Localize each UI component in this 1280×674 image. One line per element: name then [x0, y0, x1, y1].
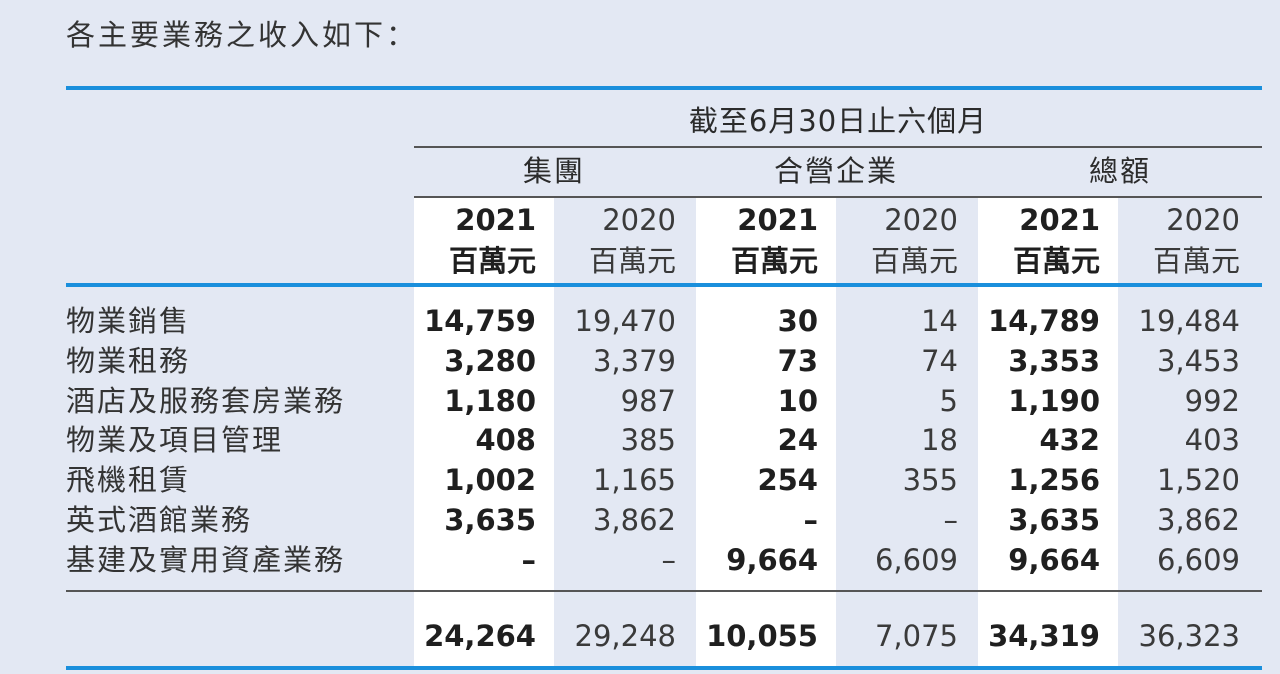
total-cell: 7,075: [874, 619, 958, 653]
unit-header: 百萬元: [1152, 244, 1240, 278]
table-cell: 3,635: [444, 503, 536, 537]
table-cell: 14,789: [988, 304, 1100, 338]
table-cell: 18: [921, 423, 958, 457]
total-cell: 36,323: [1138, 619, 1240, 653]
row-label: 物業銷售: [66, 304, 191, 338]
table-cell: 408: [475, 423, 536, 457]
row-label: 飛機租賃: [66, 463, 191, 497]
top-rule: [66, 86, 1262, 90]
table-cell: 19,484: [1138, 304, 1240, 338]
table-cell: 6,609: [874, 543, 958, 577]
row-label: 物業租務: [66, 344, 191, 378]
table-cell: 3,862: [592, 503, 676, 537]
table-cell: 1,190: [1008, 384, 1100, 418]
unit-header: 百萬元: [730, 244, 818, 278]
unit-header: 百萬元: [870, 244, 958, 278]
table-cell: 3,280: [444, 344, 536, 378]
table-cell: 30: [777, 304, 818, 338]
unit-header: 百萬元: [588, 244, 676, 278]
row-label: 酒店及服務套房業務: [66, 384, 346, 418]
total-cell: 29,248: [574, 619, 676, 653]
table-cell: 355: [902, 463, 958, 497]
table-cell: 1,165: [592, 463, 676, 497]
table-cell: 14: [921, 304, 958, 338]
table-cell: 3,353: [1008, 344, 1100, 378]
total-rule: [66, 590, 1262, 592]
table-cell: 9,664: [726, 543, 818, 577]
table-cell: 1,520: [1156, 463, 1240, 497]
header-rule: [66, 283, 1262, 287]
col-bg-group-2021: [414, 198, 554, 668]
table-cell: 3,453: [1156, 344, 1240, 378]
table-cell: 74: [921, 344, 958, 378]
unit-header: 百萬元: [448, 244, 536, 278]
intro-text: 各主要業務之收入如下：: [66, 18, 419, 52]
table-cell: 19,470: [574, 304, 676, 338]
col-bg-total-2021: [978, 198, 1118, 668]
table-row: 英式酒館業務 3,635 3,862 – – 3,635 3,862: [0, 500, 1280, 540]
year-header: 2020: [1166, 203, 1240, 237]
table-cell: –: [661, 543, 677, 577]
table-cell: 9,664: [1008, 543, 1100, 577]
table-cell: 1,256: [1008, 463, 1100, 497]
table-cell: –: [521, 543, 537, 577]
period-header: 截至6月30日止六個月: [688, 104, 988, 138]
row-label: 物業及項目管理: [66, 423, 284, 457]
total-cell: 10,055: [706, 619, 818, 653]
bottom-rule: [66, 666, 1262, 670]
year-header: 2020: [602, 203, 676, 237]
period-underline: [414, 146, 1262, 148]
total-cell: 34,319: [988, 619, 1100, 653]
table-row: 物業銷售 14,759 19,470 30 14 14,789 19,484: [0, 301, 1280, 341]
table-cell: –: [943, 503, 959, 537]
table-row: 物業及項目管理 408 385 24 18 432 403: [0, 420, 1280, 460]
row-label: 基建及實用資產業務: [66, 543, 346, 577]
year-header: 2020: [884, 203, 958, 237]
table-cell: 73: [777, 344, 818, 378]
table-cell: 1,002: [444, 463, 536, 497]
year-header: 2021: [1019, 203, 1100, 237]
table-cell: 403: [1184, 423, 1240, 457]
table-cell: 1,180: [444, 384, 536, 418]
table-cell: 14,759: [424, 304, 536, 338]
group-header-total: 總額: [1088, 154, 1151, 188]
table-row: 物業租務 3,280 3,379 73 74 3,353 3,453: [0, 341, 1280, 381]
table-row: 基建及實用資產業務 – – 9,664 6,609 9,664 6,609: [0, 540, 1280, 580]
total-cell: 24,264: [424, 619, 536, 653]
table-cell: 5: [939, 384, 958, 418]
table-cell: 432: [1039, 423, 1100, 457]
table-row: 飛機租賃 1,002 1,165 254 355 1,256 1,520: [0, 460, 1280, 500]
unit-header: 百萬元: [1012, 244, 1100, 278]
year-header: 2021: [455, 203, 536, 237]
table-cell: 3,862: [1156, 503, 1240, 537]
group-header-jv: 合營企業: [773, 154, 898, 188]
table-cell: 992: [1184, 384, 1240, 418]
table-cell: 6,609: [1156, 543, 1240, 577]
group-underline: [414, 196, 1262, 198]
table-cell: 3,635: [1008, 503, 1100, 537]
total-row: 24,264 29,248 10,055 7,075 34,319 36,323: [0, 616, 1280, 656]
group-header-group: 集團: [522, 154, 585, 188]
year-header: 2021: [737, 203, 818, 237]
col-bg-jv-2021: [696, 198, 836, 668]
table-cell: 10: [777, 384, 818, 418]
table-cell: 3,379: [592, 344, 676, 378]
row-label: 英式酒館業務: [66, 503, 253, 537]
table-cell: –: [803, 503, 819, 537]
table-cell: 24: [777, 423, 818, 457]
table-row: 酒店及服務套房業務 1,180 987 10 5 1,190 992: [0, 381, 1280, 421]
table-cell: 254: [757, 463, 818, 497]
table-cell: 987: [620, 384, 676, 418]
table-cell: 385: [620, 423, 676, 457]
